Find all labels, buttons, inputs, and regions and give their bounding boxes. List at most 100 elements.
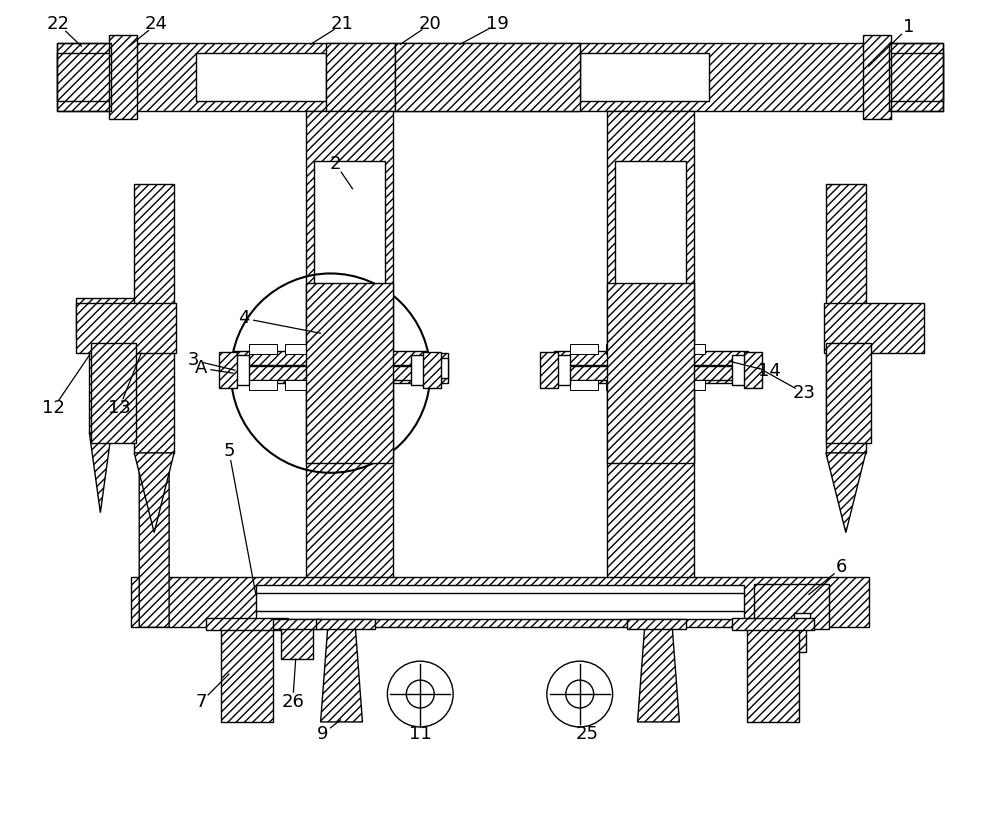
Bar — [411, 356, 427, 385]
Text: 3: 3 — [187, 351, 199, 370]
Bar — [650, 392, 688, 408]
Bar — [57, 44, 943, 111]
Polygon shape — [638, 630, 679, 722]
Bar — [57, 53, 111, 101]
Bar — [580, 53, 709, 101]
Bar — [321, 344, 349, 354]
Circle shape — [547, 661, 613, 727]
Bar — [570, 344, 598, 354]
Bar — [393, 353, 448, 383]
Text: 21: 21 — [331, 16, 354, 33]
Text: 22: 22 — [47, 16, 70, 33]
Text: 24: 24 — [145, 16, 168, 33]
Bar — [312, 392, 350, 408]
Text: 20: 20 — [419, 16, 442, 33]
Bar — [281, 625, 313, 659]
Polygon shape — [89, 338, 111, 433]
Bar — [606, 344, 634, 354]
Bar — [350, 356, 387, 372]
Bar — [650, 356, 688, 372]
Bar — [694, 353, 749, 383]
Bar — [607, 283, 694, 463]
Bar — [57, 44, 111, 111]
Bar — [221, 622, 273, 722]
Bar — [423, 352, 441, 388]
Bar — [306, 283, 393, 463]
Text: 26: 26 — [281, 693, 304, 711]
Bar — [824, 304, 924, 353]
Bar — [732, 356, 748, 385]
Bar — [321, 380, 349, 390]
Bar — [350, 392, 387, 408]
Bar — [350, 374, 387, 390]
Bar — [312, 374, 350, 390]
Bar — [312, 356, 350, 372]
Bar — [607, 111, 694, 584]
Bar — [131, 578, 869, 627]
Bar — [395, 44, 580, 111]
Bar — [642, 344, 669, 354]
Bar — [356, 380, 384, 390]
Bar — [754, 584, 829, 630]
Bar — [747, 622, 799, 722]
Text: 1: 1 — [903, 18, 914, 36]
Bar — [650, 374, 688, 390]
Polygon shape — [139, 193, 169, 627]
Text: 4: 4 — [238, 309, 250, 328]
Polygon shape — [321, 630, 362, 722]
Circle shape — [566, 680, 594, 708]
Bar — [249, 344, 277, 354]
Bar — [774, 625, 806, 652]
Bar — [206, 618, 288, 630]
Text: 9: 9 — [317, 725, 328, 743]
Text: 7: 7 — [195, 693, 207, 711]
Text: 23: 23 — [792, 384, 815, 402]
Bar — [91, 343, 136, 443]
Bar — [554, 366, 748, 380]
Bar — [889, 44, 943, 111]
Bar — [251, 358, 263, 378]
Bar — [826, 343, 871, 443]
Bar — [677, 380, 705, 390]
Bar — [233, 366, 427, 380]
Bar — [554, 356, 570, 385]
Bar — [613, 392, 650, 408]
Text: 11: 11 — [409, 725, 432, 743]
Bar — [613, 374, 650, 390]
Bar — [613, 356, 650, 372]
Bar — [552, 358, 564, 378]
Bar — [249, 380, 277, 390]
Bar — [219, 352, 237, 388]
Bar — [273, 619, 321, 630]
Text: 5: 5 — [223, 442, 235, 460]
Bar — [794, 613, 810, 630]
Bar — [285, 380, 313, 390]
Bar — [642, 380, 669, 390]
Bar — [436, 358, 448, 378]
Bar — [570, 380, 598, 390]
Bar — [615, 160, 686, 291]
Text: 12: 12 — [42, 399, 65, 417]
Bar — [552, 353, 607, 383]
Text: 6: 6 — [836, 559, 848, 576]
Bar — [863, 35, 891, 119]
Bar — [76, 304, 176, 353]
Bar — [326, 44, 395, 111]
Bar — [109, 35, 137, 119]
Bar — [256, 585, 744, 619]
Bar — [134, 184, 174, 453]
Text: 2: 2 — [330, 155, 341, 173]
Bar — [606, 380, 634, 390]
Bar — [732, 618, 814, 630]
Circle shape — [406, 680, 434, 708]
Text: 13: 13 — [108, 399, 131, 417]
Polygon shape — [89, 433, 111, 513]
Bar — [554, 351, 748, 365]
Bar — [889, 53, 943, 101]
Bar — [627, 619, 686, 630]
Text: A: A — [195, 359, 207, 377]
Bar — [314, 160, 385, 291]
Bar — [826, 184, 866, 453]
Bar — [233, 356, 249, 385]
Bar — [306, 111, 393, 584]
